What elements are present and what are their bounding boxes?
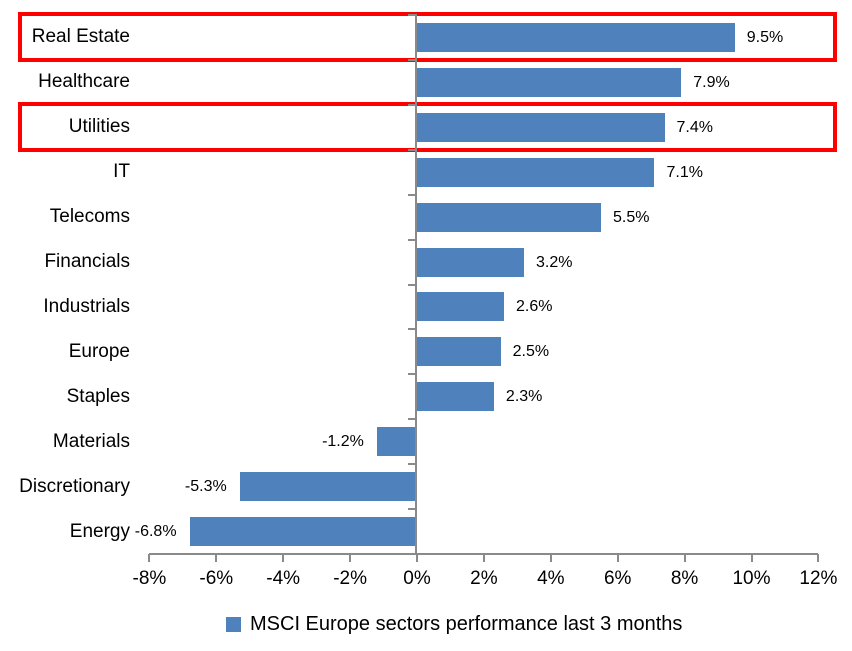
category-label: Financials <box>44 251 130 273</box>
category-axis-tick <box>408 238 415 241</box>
value-label: 7.9% <box>693 73 730 91</box>
category-label: Industrials <box>43 295 130 317</box>
bar <box>417 292 504 322</box>
category-axis-tick <box>408 553 415 556</box>
x-axis-tick-label: -4% <box>266 568 301 589</box>
x-axis-tick-label: 0% <box>403 568 431 589</box>
category-label: Discretionary <box>19 475 130 497</box>
category-label: Staples <box>66 385 130 407</box>
category-label: IT <box>113 161 130 183</box>
bar <box>417 202 601 232</box>
value-label: -5.3% <box>184 478 227 496</box>
value-label: 2.5% <box>512 343 550 361</box>
category-axis-tick <box>408 508 415 511</box>
x-axis-tick <box>616 554 619 562</box>
category-label: Europe <box>68 340 130 362</box>
category-axis-tick <box>408 418 415 421</box>
category-axis-tick <box>408 103 415 106</box>
category-axis-tick <box>408 148 415 151</box>
bar <box>417 67 682 97</box>
bar <box>189 517 417 547</box>
x-axis-tick <box>817 554 820 562</box>
category-axis-tick <box>408 193 415 196</box>
category-axis-tick <box>408 373 415 376</box>
x-axis-tick <box>416 554 418 562</box>
legend: MSCI Europe sectors performance last 3 m… <box>226 612 682 636</box>
value-label: -1.2% <box>322 433 364 451</box>
x-axis-tick <box>349 554 352 562</box>
bar <box>239 472 417 502</box>
x-axis-tick <box>282 554 285 562</box>
category-axis-tick <box>408 58 415 61</box>
bar <box>417 22 735 52</box>
category-label: Energy <box>69 520 130 542</box>
zero-axis-line <box>415 14 417 554</box>
bar <box>417 112 665 142</box>
x-axis-tick <box>750 554 753 562</box>
x-axis-tick-label: 12% <box>799 568 838 589</box>
highlight-box <box>18 102 837 153</box>
category-axis-tick <box>408 283 415 286</box>
value-label: 3.2% <box>536 253 573 271</box>
x-axis-tick-label: 10% <box>732 568 771 589</box>
x-axis-tick-label: -8% <box>132 568 167 589</box>
value-label: 2.6% <box>515 298 553 316</box>
category-axis-tick <box>408 14 415 16</box>
bar <box>376 427 417 457</box>
value-label: 5.5% <box>612 208 650 226</box>
legend-label: MSCI Europe sectors performance last 3 m… <box>250 613 683 635</box>
bar <box>417 247 525 277</box>
x-axis-tick-label: -2% <box>333 568 367 589</box>
value-label: -6.8% <box>134 523 177 541</box>
category-label: Utilities <box>68 116 130 138</box>
legend-swatch-icon <box>226 616 241 632</box>
x-axis-tick-label: 4% <box>537 568 565 589</box>
x-axis-tick-label: 2% <box>470 568 498 589</box>
x-axis-tick <box>683 554 686 562</box>
value-label: 2.3% <box>505 388 543 406</box>
bar <box>417 337 501 367</box>
highlight-box <box>18 12 837 63</box>
bar <box>417 157 655 187</box>
x-axis-tick-label: -6% <box>199 568 234 589</box>
category-label: Telecoms <box>49 206 130 228</box>
category-label: Real Estate <box>31 26 130 48</box>
x-axis-tick <box>549 554 552 562</box>
x-axis-tick-label: 8% <box>670 568 699 589</box>
x-axis-tick <box>148 554 151 562</box>
value-label: 7.1% <box>666 163 703 181</box>
x-axis-tick <box>482 554 485 562</box>
category-axis-tick <box>408 463 415 466</box>
category-label: Healthcare <box>38 71 130 93</box>
value-label: 7.4% <box>676 118 713 136</box>
bar <box>417 382 494 412</box>
category-axis-tick <box>408 328 415 331</box>
category-label: Materials <box>52 430 130 452</box>
x-axis-tick-label: 6% <box>603 568 632 589</box>
value-label: 9.5% <box>746 28 784 46</box>
x-axis-tick <box>215 554 218 562</box>
